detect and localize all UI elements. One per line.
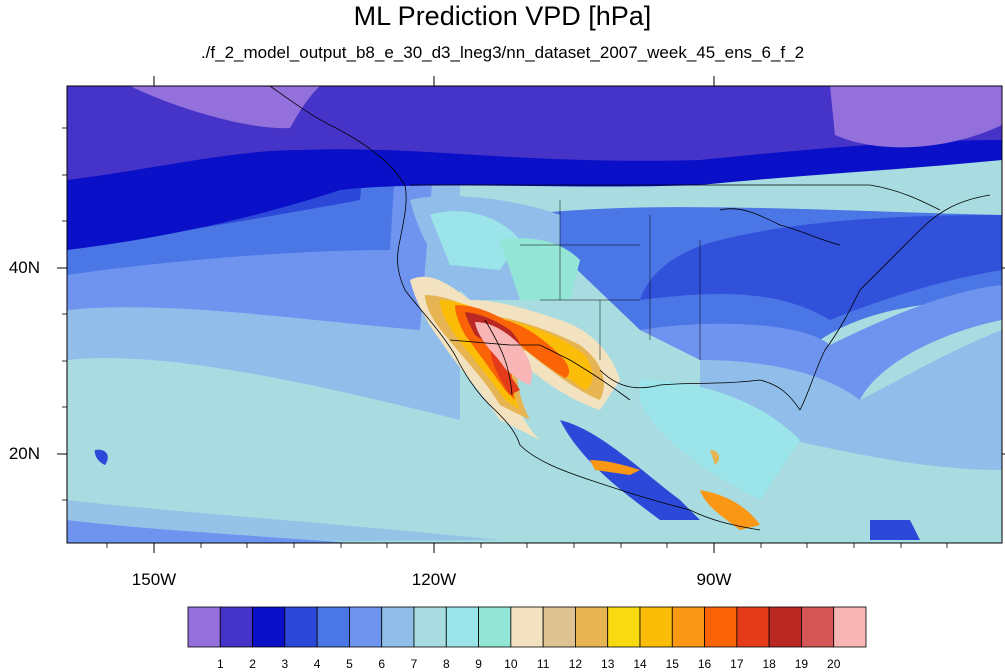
field-sw-18 bbox=[490, 350, 520, 395]
colorbar-tick-label: 2 bbox=[249, 657, 256, 671]
colorbar-swatch bbox=[607, 606, 641, 648]
colorbar-tick-label: 1 bbox=[216, 657, 224, 671]
field-panama-16 bbox=[700, 490, 760, 530]
field-mexico-16 bbox=[590, 460, 640, 475]
colorbar-tick-label: 18 bbox=[762, 657, 776, 671]
colorbar-tick-label: 7 bbox=[410, 657, 418, 671]
state-lines bbox=[520, 200, 701, 360]
colorbar-swatch bbox=[219, 606, 253, 648]
pacific-coast-line bbox=[269, 86, 761, 531]
gulf-coast-line bbox=[599, 369, 801, 411]
colorbar-swatch bbox=[510, 606, 544, 648]
mexico-border-line bbox=[449, 339, 631, 401]
colorbar-tick-label: 10 bbox=[504, 657, 518, 671]
colorbar-swatch bbox=[639, 606, 673, 648]
map-frame bbox=[66, 85, 1003, 544]
colorbar-tick-label: 9 bbox=[475, 657, 482, 671]
colorbar-tick-label: 3 bbox=[281, 657, 289, 671]
field-south-6 bbox=[67, 520, 350, 543]
colorbar-tick-label: 4 bbox=[313, 657, 321, 671]
colorbar bbox=[187, 606, 867, 648]
colorbar-swatch bbox=[768, 606, 802, 648]
colorbar-swatch bbox=[445, 606, 479, 648]
colorbar-tick-label: 13 bbox=[601, 657, 615, 671]
colorbar-swatch bbox=[284, 606, 318, 648]
field-east-6 bbox=[640, 285, 1002, 400]
axis-ticks bbox=[57, 76, 1005, 553]
colorbar-tick-label: 20 bbox=[827, 657, 841, 671]
colorbar-tick-label: 17 bbox=[730, 657, 744, 671]
lon-label-120w: 120W bbox=[411, 570, 457, 589]
colorbar-swatch bbox=[801, 606, 835, 648]
field-band-1a bbox=[130, 86, 320, 129]
colorbar-swatch bbox=[252, 606, 286, 648]
map-title: ML Prediction VPD [hPa] bbox=[353, 1, 652, 31]
colorbar-swatch bbox=[575, 606, 609, 648]
colorbar-tick-label: 11 bbox=[536, 657, 550, 671]
great-lakes-line bbox=[719, 208, 841, 246]
coastlines bbox=[269, 86, 991, 531]
colorbar-tick-label: 19 bbox=[794, 657, 809, 671]
colorbar-swatch bbox=[316, 606, 350, 648]
field-gulf-9 bbox=[640, 380, 800, 500]
lon-label-150w: 150W bbox=[131, 570, 177, 589]
colorbar-tick-label: 15 bbox=[665, 657, 679, 671]
colorbar-tick-label: 5 bbox=[346, 657, 353, 671]
colorbar-swatch bbox=[187, 606, 221, 648]
canada-border-line bbox=[410, 184, 941, 211]
colorbar-tick-label: 16 bbox=[697, 657, 712, 671]
colorbar-swatch bbox=[704, 606, 738, 648]
lat-label-20n: 20N bbox=[8, 444, 40, 463]
colorbar-swatch bbox=[736, 606, 770, 648]
colorbar-swatch bbox=[671, 606, 705, 648]
colorbar-tick-label: 6 bbox=[378, 657, 386, 671]
colorbar-tick-label: 12 bbox=[568, 657, 583, 671]
axis-minor-ticks bbox=[62, 127, 948, 548]
map-subtitle: ./f_2_model_output_b8_e_30_d3_lneg3/nn_d… bbox=[200, 43, 805, 62]
colorbar-swatch bbox=[542, 606, 576, 648]
lon-label-90w: 90W bbox=[696, 570, 732, 589]
colorbar-tick-label: 8 bbox=[442, 657, 450, 671]
vpd-field bbox=[67, 86, 1002, 543]
field-sa-4 bbox=[870, 520, 920, 540]
lat-label-40n: 40N bbox=[8, 258, 40, 277]
colorbar-swatch bbox=[381, 606, 415, 648]
field-east-4 bbox=[640, 215, 1002, 320]
colorbar-swatch bbox=[413, 606, 447, 648]
field-hawaii-4 bbox=[94, 449, 108, 465]
field-band-1b bbox=[830, 86, 1002, 148]
colorbar-swatch bbox=[833, 606, 867, 648]
colorbar-swatch bbox=[349, 606, 383, 648]
baja-line bbox=[484, 319, 513, 396]
atlantic-coast-line bbox=[799, 194, 991, 411]
field-mtn-9 bbox=[430, 211, 520, 270]
field-sw-20 bbox=[475, 322, 532, 385]
field-yucatan-13 bbox=[710, 450, 720, 465]
colorbar-tick-label: 14 bbox=[633, 657, 647, 671]
colorbar-swatch bbox=[478, 606, 512, 648]
